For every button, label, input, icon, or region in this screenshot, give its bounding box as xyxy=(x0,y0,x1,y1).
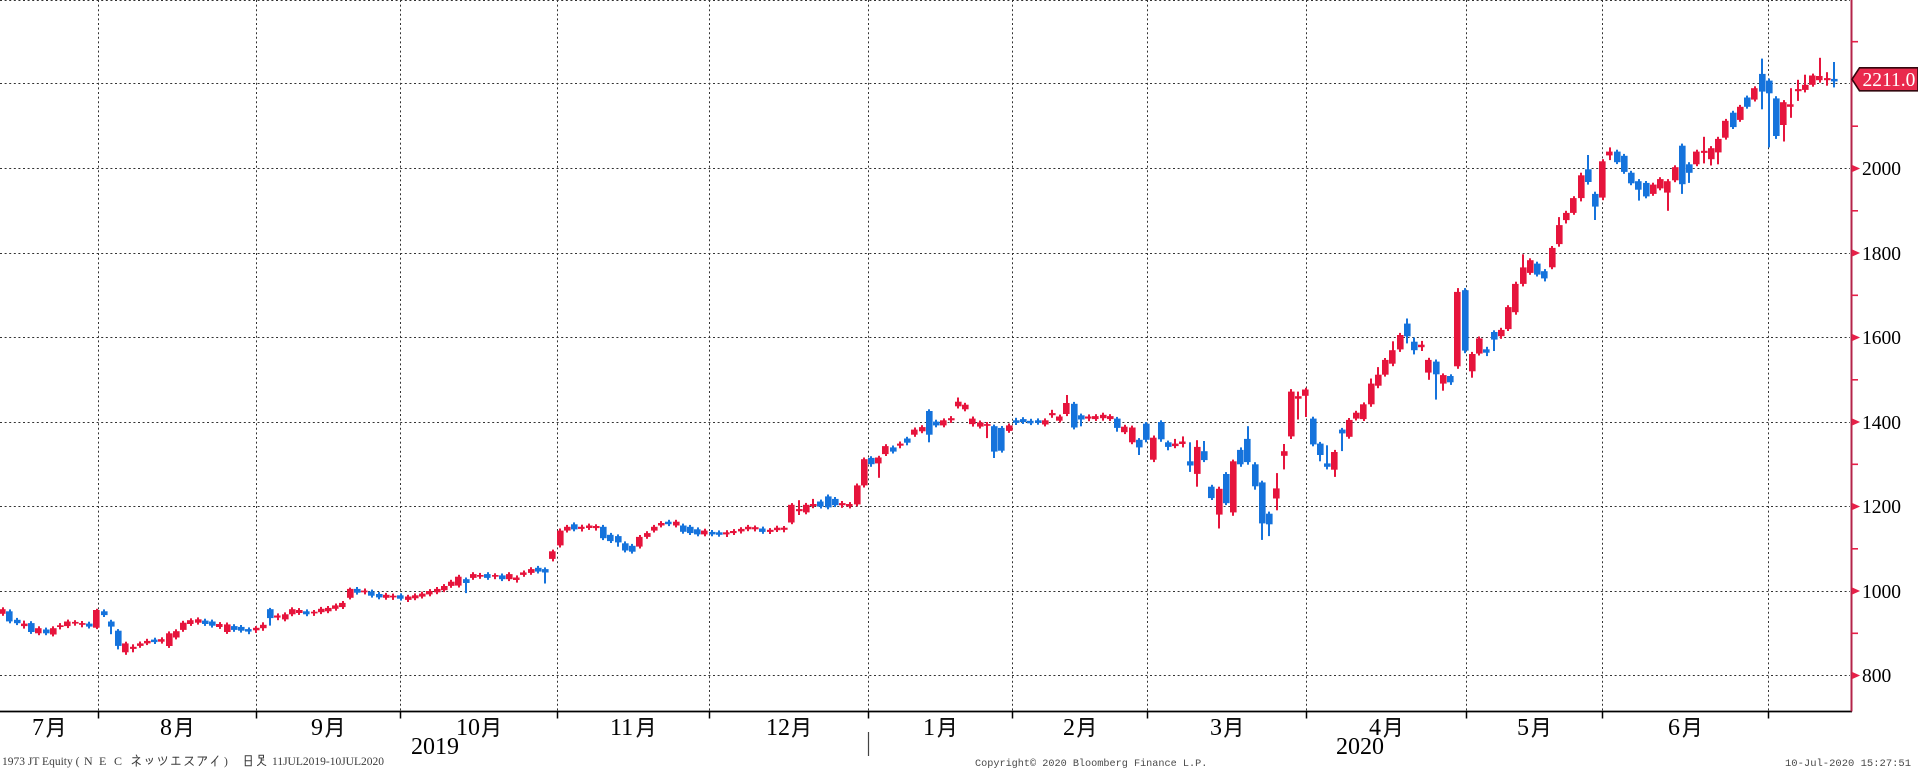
svg-text:1: 1 xyxy=(923,715,935,741)
svg-text:1973 JT Equity (: 1973 JT Equity ( xyxy=(2,756,80,768)
svg-text:11: 11 xyxy=(610,715,633,741)
svg-text:12: 12 xyxy=(766,715,790,741)
svg-text:6: 6 xyxy=(1668,715,1680,741)
svg-text:11JUL2019-10JUL2020: 11JUL2019-10JUL2020 xyxy=(272,756,384,768)
svg-text:N: N xyxy=(84,754,93,768)
svg-text:1600: 1600 xyxy=(1862,328,1901,349)
svg-text:2211.0: 2211.0 xyxy=(1863,70,1916,91)
svg-text:C: C xyxy=(114,754,122,768)
svg-text:800: 800 xyxy=(1862,666,1891,687)
svg-text:): ) xyxy=(224,756,228,768)
svg-text:2019: 2019 xyxy=(411,734,459,760)
svg-text:10: 10 xyxy=(456,715,480,741)
svg-text:1000: 1000 xyxy=(1862,582,1901,603)
svg-text:10-Jul-2020 15:27:51: 10-Jul-2020 15:27:51 xyxy=(1785,758,1911,770)
svg-text:3: 3 xyxy=(1210,715,1222,741)
svg-text:7: 7 xyxy=(32,715,44,741)
svg-text:9: 9 xyxy=(311,715,323,741)
svg-text:4: 4 xyxy=(1369,715,1381,741)
svg-text:8: 8 xyxy=(160,715,172,741)
svg-text:5: 5 xyxy=(1517,715,1529,741)
svg-text:2000: 2000 xyxy=(1862,159,1901,180)
svg-text:2020: 2020 xyxy=(1336,734,1384,760)
svg-text:E: E xyxy=(99,754,106,768)
svg-text:2: 2 xyxy=(1063,715,1075,741)
svg-text:1400: 1400 xyxy=(1862,413,1901,434)
svg-text:1200: 1200 xyxy=(1862,497,1901,518)
svg-text:Copyright© 2020 Bloomberg Fina: Copyright© 2020 Bloomberg Finance L.P. xyxy=(975,758,1207,770)
svg-text:1800: 1800 xyxy=(1862,244,1901,265)
